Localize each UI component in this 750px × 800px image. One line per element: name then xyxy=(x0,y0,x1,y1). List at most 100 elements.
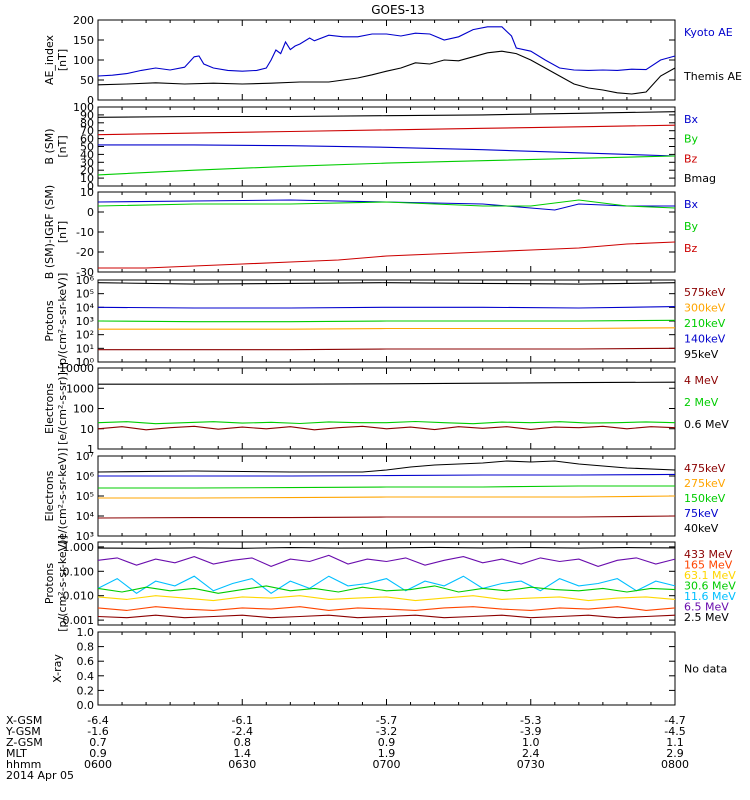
series-line xyxy=(97,515,676,519)
legend-entry: 95keV xyxy=(684,348,719,361)
y-tick-label: 10³ xyxy=(76,315,94,328)
legend-entry: 275keV xyxy=(684,477,726,490)
y-axis-label: [p/(cm²-s-sr-keV)] xyxy=(56,535,69,632)
panel-xray: 0.0 0.20.4 0.60.8 1.0 X-ray No data xyxy=(51,626,727,712)
ephemeris-value: 0.8 xyxy=(234,736,252,749)
ephemeris-value: -3.2 xyxy=(376,725,397,738)
ephemeris-value: -3.9 xyxy=(520,725,541,738)
y-tick-label: 10 xyxy=(80,423,94,436)
y-axis-label: B (SM) xyxy=(43,128,56,164)
y-tick-label: -20 xyxy=(76,246,94,259)
y-tick-label: 50 xyxy=(80,74,94,87)
y-axis-label: Protons xyxy=(43,300,56,341)
y-axis-label: [nT] xyxy=(56,135,69,157)
ephemeris-value: -1.6 xyxy=(87,725,108,738)
legend-entry: 575keV xyxy=(684,286,726,299)
series-line xyxy=(98,144,676,157)
y-tick-label: 100 xyxy=(73,403,94,416)
ephemeris-value: 1.1 xyxy=(666,736,684,749)
legend-entry: Bmag xyxy=(684,172,716,185)
ephemeris-value: -5.7 xyxy=(376,714,397,727)
y-axis-label: [e/(cm²-s-sr-keV)] xyxy=(56,448,69,544)
series-line xyxy=(98,485,675,489)
series-line xyxy=(98,241,676,269)
series-line xyxy=(97,425,676,431)
figure-title: GOES-13 xyxy=(371,3,425,17)
y-tick-label: 10⁴ xyxy=(76,510,95,523)
ephemeris-value: 1.4 xyxy=(234,747,252,760)
y-tick-label: 10⁰ xyxy=(76,356,95,369)
y-tick-label: 150 xyxy=(73,34,94,47)
y-tick-label: 100 xyxy=(73,54,94,67)
series-line xyxy=(97,50,676,95)
ephemeris-value: 1.0 xyxy=(522,736,540,749)
y-axis-label: [nT] xyxy=(56,49,69,71)
series-line xyxy=(97,420,676,425)
ephemeris-value: 0730 xyxy=(517,758,545,771)
ephemeris-row-label: MLT xyxy=(6,747,27,760)
y-tick-label: 70 xyxy=(80,125,94,138)
ephemeris-row-label: Y-GSM xyxy=(5,725,41,738)
legend-entry: 2 MeV xyxy=(684,396,719,409)
legend-entry: By xyxy=(684,220,699,233)
ephemeris-value: 0800 xyxy=(661,758,689,771)
legend-entry: 150keV xyxy=(684,492,726,505)
series-line xyxy=(97,199,676,209)
legend-entry: 140keV xyxy=(684,333,726,346)
legend-entry: 6.5 MeV xyxy=(684,601,729,614)
legend-entry: Bx xyxy=(684,113,699,126)
y-tick-label: 1.0 xyxy=(77,626,95,639)
series-line xyxy=(98,473,676,477)
panel-frame xyxy=(97,367,676,450)
y-tick-label: 1.000 xyxy=(63,541,95,554)
legend-entry: 300keV xyxy=(684,302,726,315)
date-label: 2014 Apr 05 xyxy=(6,769,74,782)
series-line xyxy=(98,347,676,351)
ephemeris-value: 0.9 xyxy=(378,736,396,749)
series-line xyxy=(98,495,676,499)
ephemeris-value: 0600 xyxy=(84,758,112,771)
y-tick-label: 0.001 xyxy=(63,614,95,627)
panel-frame xyxy=(97,631,676,706)
legend-entry: 0.6 MeV xyxy=(684,418,729,431)
panel-frame xyxy=(97,541,676,626)
ephemeris-row-label: hhmm xyxy=(6,758,41,771)
ephemeris-value: 2.9 xyxy=(666,747,684,760)
y-tick-label: 0 xyxy=(87,94,94,107)
legend-entry: No data xyxy=(684,663,727,676)
series-line xyxy=(97,546,676,549)
y-tick-label: 10 xyxy=(80,186,94,199)
y-tick-label: 1 xyxy=(87,443,94,456)
y-tick-label: 20 xyxy=(80,164,94,177)
y-tick-label: 0 xyxy=(87,180,94,193)
ephemeris-value: 0630 xyxy=(228,758,256,771)
y-tick-label: 10⁷ xyxy=(76,450,94,463)
panel-elec2: 10³ 10⁴ 10⁵ 10⁶ 10⁷ Electrons [e/(cm²-s-sr-keV… xyxy=(43,448,726,544)
y-tick-label: 1000 xyxy=(66,382,94,395)
series-line xyxy=(97,155,676,176)
panel-bigrf: -30 -20 -10 0 10 B (SM)-IGRF (SM) [nT] Bx By Bz xyxy=(43,185,699,279)
legend-entry: Bx xyxy=(684,198,699,211)
series-line xyxy=(97,124,676,136)
y-axis-label: [nT] xyxy=(56,221,69,243)
y-tick-label: 0.100 xyxy=(63,565,95,578)
ephemeris-value: 0.7 xyxy=(89,736,107,749)
legend-entry: Kyoto AE xyxy=(684,26,733,39)
y-tick-label: 10¹ xyxy=(76,342,94,355)
y-tick-label: 0 xyxy=(87,206,94,219)
series-line xyxy=(97,614,676,619)
legend-entry: 63.1 MeV xyxy=(684,569,736,582)
series-line xyxy=(97,585,676,594)
y-tick-label: 10000 xyxy=(59,362,94,375)
y-tick-label: -30 xyxy=(76,266,94,279)
y-tick-label: 10³ xyxy=(76,530,94,543)
ephemeris-value: 0700 xyxy=(373,758,401,771)
ephemeris-value: 2.4 xyxy=(522,747,540,760)
y-axis-label: B (SM)-IGRF (SM) xyxy=(43,185,56,279)
series-line xyxy=(97,595,676,602)
legend-entry: 40keV xyxy=(684,522,719,535)
